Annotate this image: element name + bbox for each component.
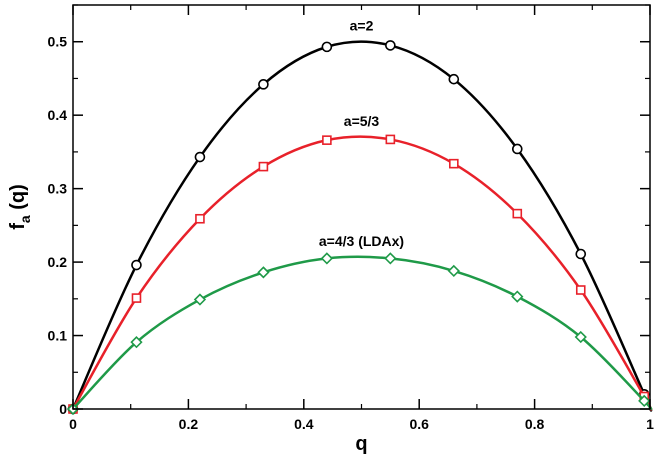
- data-point: [322, 135, 332, 145]
- series-label: a=4/3 (LDAx): [319, 233, 404, 249]
- series-line: [72, 255, 653, 411]
- x-tick-label: 0: [69, 416, 77, 432]
- data-point: [258, 79, 269, 90]
- data-point: [575, 248, 587, 260]
- labels-layer: a=2 a=5/3 a=4/3 (LDAx): [319, 18, 404, 249]
- series-line: [71, 40, 653, 412]
- data-point: [638, 394, 651, 408]
- y-axis-label-subscript: a: [17, 215, 33, 223]
- data-point: [447, 264, 460, 278]
- data-point: [574, 330, 587, 344]
- data-point: [194, 151, 206, 163]
- data-point: [195, 213, 205, 224]
- series-label: a=2: [350, 18, 374, 34]
- data-point: [258, 161, 269, 172]
- data-point: [131, 259, 142, 271]
- x-axis-label: q: [355, 433, 367, 455]
- data-point: [511, 290, 524, 303]
- y-tick-label: 0.1: [48, 328, 68, 344]
- data-point: [512, 208, 523, 219]
- series-line: [71, 135, 653, 411]
- series-2: [68, 134, 653, 414]
- ticks-layer: 0 0.2 0.4 0.6 0.8 1 0 0.1 0.2 0.3 0.4 0.5: [48, 4, 654, 432]
- y-tick-label: 0: [59, 401, 67, 417]
- data-point: [384, 252, 397, 265]
- series-1: [67, 40, 653, 415]
- x-tick-label: 0.8: [525, 416, 545, 432]
- y-axis-label-main: f: [7, 223, 29, 230]
- data-point: [575, 285, 586, 295]
- x-tick-label: 0.2: [179, 416, 199, 432]
- x-tick-label: 0.4: [294, 416, 314, 432]
- data-point: [321, 41, 333, 53]
- data-point: [385, 40, 396, 51]
- series-layer: [66, 40, 653, 416]
- plot-frame: [72, 4, 651, 410]
- data-point: [257, 266, 270, 279]
- y-tick-label: 0.5: [48, 34, 68, 50]
- x-tick-label: 0.6: [409, 416, 429, 432]
- y-axis-label: fa (q): [7, 184, 33, 230]
- data-point: [320, 252, 334, 265]
- series-label: a=5/3: [344, 113, 380, 129]
- x-tick-label: 1: [646, 416, 654, 432]
- data-point: [511, 143, 523, 155]
- data-point: [131, 293, 142, 303]
- data-point: [385, 134, 396, 145]
- data-point: [448, 73, 460, 85]
- data-point: [193, 293, 207, 306]
- y-tick-label: 0.2: [48, 254, 68, 270]
- y-tick-label: 0.4: [48, 107, 68, 123]
- series-3: [66, 252, 653, 416]
- y-tick-label: 0.3: [48, 181, 68, 197]
- data-point: [449, 158, 459, 169]
- y-axis-label-tail: (q): [7, 184, 29, 215]
- data-point: [130, 336, 143, 349]
